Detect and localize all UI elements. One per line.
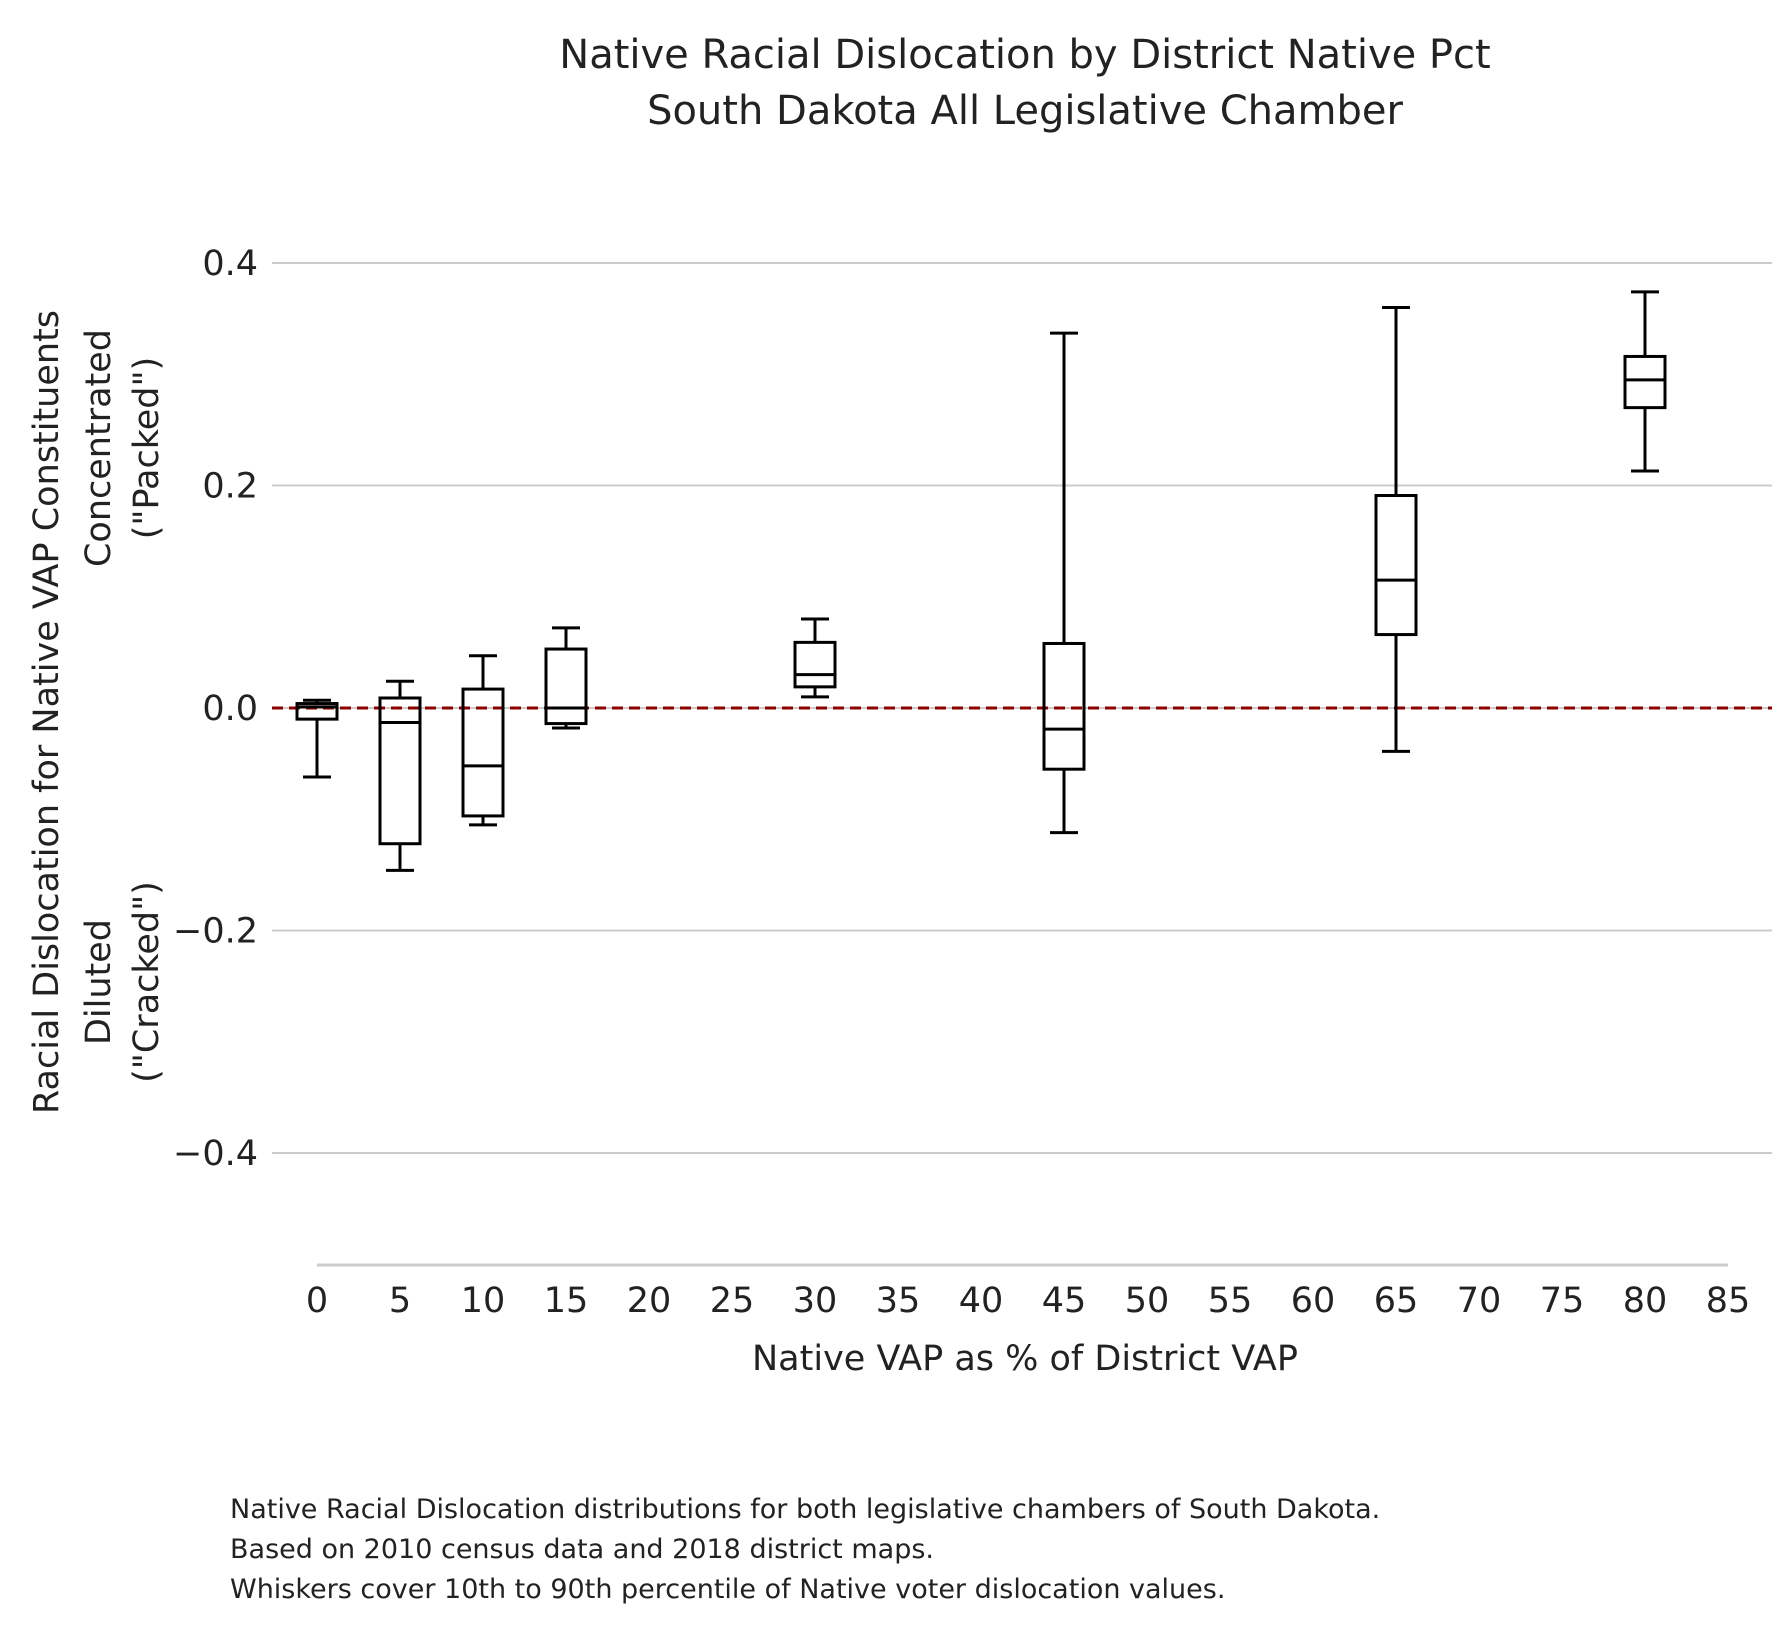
x-tick-label: 50 — [1125, 1281, 1170, 1321]
box-plot — [461, 654, 505, 827]
x-tick-label: 80 — [1623, 1281, 1668, 1321]
x-tick-label: 55 — [1208, 1281, 1253, 1321]
box-iqr — [378, 696, 422, 846]
y-tick-label: 0.0 — [202, 689, 258, 729]
x-tick-label: 35 — [876, 1281, 921, 1321]
x-tick-label: 15 — [544, 1281, 589, 1321]
box-iqr — [295, 702, 339, 721]
x-axis-label: Native VAP as % of District VAP — [752, 1339, 1298, 1379]
x-tick-label: 85 — [1706, 1281, 1751, 1321]
y-tick-label: 0.2 — [202, 467, 258, 507]
box-plot — [1374, 306, 1418, 753]
chart-subtitle: South Dakota All Legislative Chamber — [647, 88, 1403, 134]
x-tick-label: 70 — [1457, 1281, 1502, 1321]
y-axis-label-cracked-1: Diluted — [79, 919, 119, 1045]
x-tick-label: 45 — [1042, 1281, 1087, 1321]
caption: Native Racial Dislocation distributions … — [230, 1490, 1730, 1610]
x-axis: 0 5 10 15 20 25 30 35 40 45 50 55 60 65 70 75 80 85 — [306, 1263, 1751, 1321]
x-tick-label: 30 — [793, 1281, 838, 1321]
caption-line: Based on 2010 census data and 2018 distr… — [230, 1534, 934, 1565]
box-iqr — [1374, 494, 1418, 637]
caption-line: Whiskers cover 10th to 90th percentile o… — [230, 1574, 1226, 1605]
x-tick-label: 75 — [1540, 1281, 1585, 1321]
x-tick-label: 0 — [306, 1281, 328, 1321]
box-iqr — [793, 640, 837, 689]
x-tick-label: 40 — [959, 1281, 1004, 1321]
y-tick-label: 0.4 — [202, 244, 258, 284]
box-series — [295, 290, 1667, 872]
box-plot — [1623, 290, 1667, 473]
x-tick-label: 25 — [710, 1281, 755, 1321]
box-iqr — [544, 647, 588, 726]
box-plot — [1042, 331, 1086, 835]
box-plot — [295, 698, 339, 779]
box-plot — [793, 617, 837, 699]
y-axis-ticks: −0.4 −0.2 0.0 0.2 0.4 — [173, 244, 258, 1174]
x-tick-label: 65 — [1374, 1281, 1419, 1321]
y-tick-label: −0.4 — [173, 1134, 258, 1174]
box-iqr — [461, 687, 505, 818]
y-tick-label: −0.2 — [173, 912, 258, 952]
y-axis-label-cracked-2: ("Cracked") — [127, 881, 167, 1083]
y-axis-label-packed-2: ("Packed") — [127, 357, 167, 540]
x-tick-label: 20 — [627, 1281, 672, 1321]
box-plot — [544, 626, 588, 730]
chart-title: Native Racial Dislocation by District Na… — [559, 32, 1490, 78]
y-axis-label-packed-1: Concentrated — [79, 329, 119, 567]
x-tick-label: 60 — [1291, 1281, 1336, 1321]
x-tick-label: 10 — [461, 1281, 506, 1321]
y-axis-label: Racial Dislocation for Native VAP Consti… — [27, 310, 67, 1114]
box-plot — [378, 679, 422, 872]
caption-line: Native Racial Dislocation distributions … — [230, 1494, 1381, 1525]
box-iqr — [1042, 641, 1086, 771]
x-tick-label: 5 — [389, 1281, 411, 1321]
box-iqr — [1623, 354, 1667, 410]
